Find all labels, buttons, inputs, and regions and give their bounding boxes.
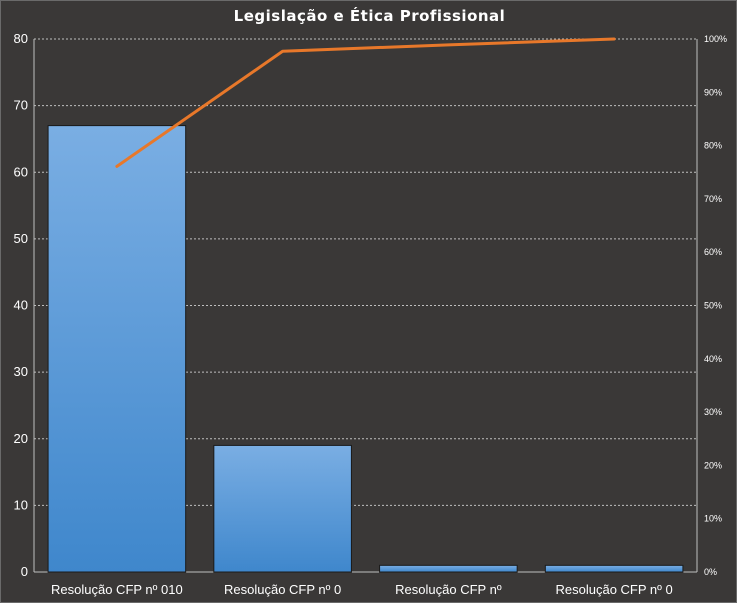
y2-tick-label: 100% — [704, 34, 727, 44]
y2-tick-label: 90% — [704, 87, 722, 97]
bar — [213, 444, 352, 573]
cumulative-line — [115, 37, 616, 168]
bar — [544, 564, 684, 573]
y-tick-label: 60 — [14, 164, 28, 179]
y2-tick-label: 30% — [704, 407, 722, 417]
bar — [47, 125, 187, 573]
y2-tick-label: 10% — [704, 514, 722, 524]
x-tick-label: Resolução CFP nº 0 — [224, 582, 341, 597]
y-tick-label: 30 — [14, 364, 28, 379]
y2-tick-label: 60% — [704, 247, 722, 257]
y2-tick-label: 0% — [704, 567, 717, 577]
bar — [379, 564, 518, 573]
y2-tick-label: 40% — [704, 354, 722, 364]
chart-title: Legislação e Ética Profissional — [233, 7, 506, 25]
y-tick-label: 50 — [14, 231, 28, 246]
y-tick-label: 70 — [14, 98, 28, 113]
x-axis: Resolução CFP nº 010 Resolução CFP nº 0 Re… — [51, 582, 673, 597]
cumulative-percentage-line — [115, 37, 616, 168]
x-tick-label: Resolução CFP nº 010 — [51, 582, 183, 597]
y-tick-label: 40 — [14, 298, 28, 313]
right-axis: 0% 10% 20% 30% 40% 50% 60% 70% 80% 90% 100% — [704, 34, 727, 577]
y-tick-label: 80 — [14, 31, 28, 46]
x-tick-label: Resolução CFP nº — [395, 582, 502, 597]
bars — [47, 125, 684, 573]
y-tick-label: 0 — [21, 564, 28, 579]
y2-tick-label: 70% — [704, 194, 722, 204]
x-tick-label: Resolução CFP nº 0 — [556, 582, 673, 597]
y-tick-label: 20 — [14, 431, 28, 446]
y2-tick-label: 50% — [704, 301, 722, 311]
left-axis: 0 10 20 30 40 50 60 70 80 — [14, 31, 28, 579]
y2-tick-label: 80% — [704, 141, 722, 151]
y-tick-label: 10 — [14, 497, 28, 512]
y2-tick-label: 20% — [704, 460, 722, 470]
